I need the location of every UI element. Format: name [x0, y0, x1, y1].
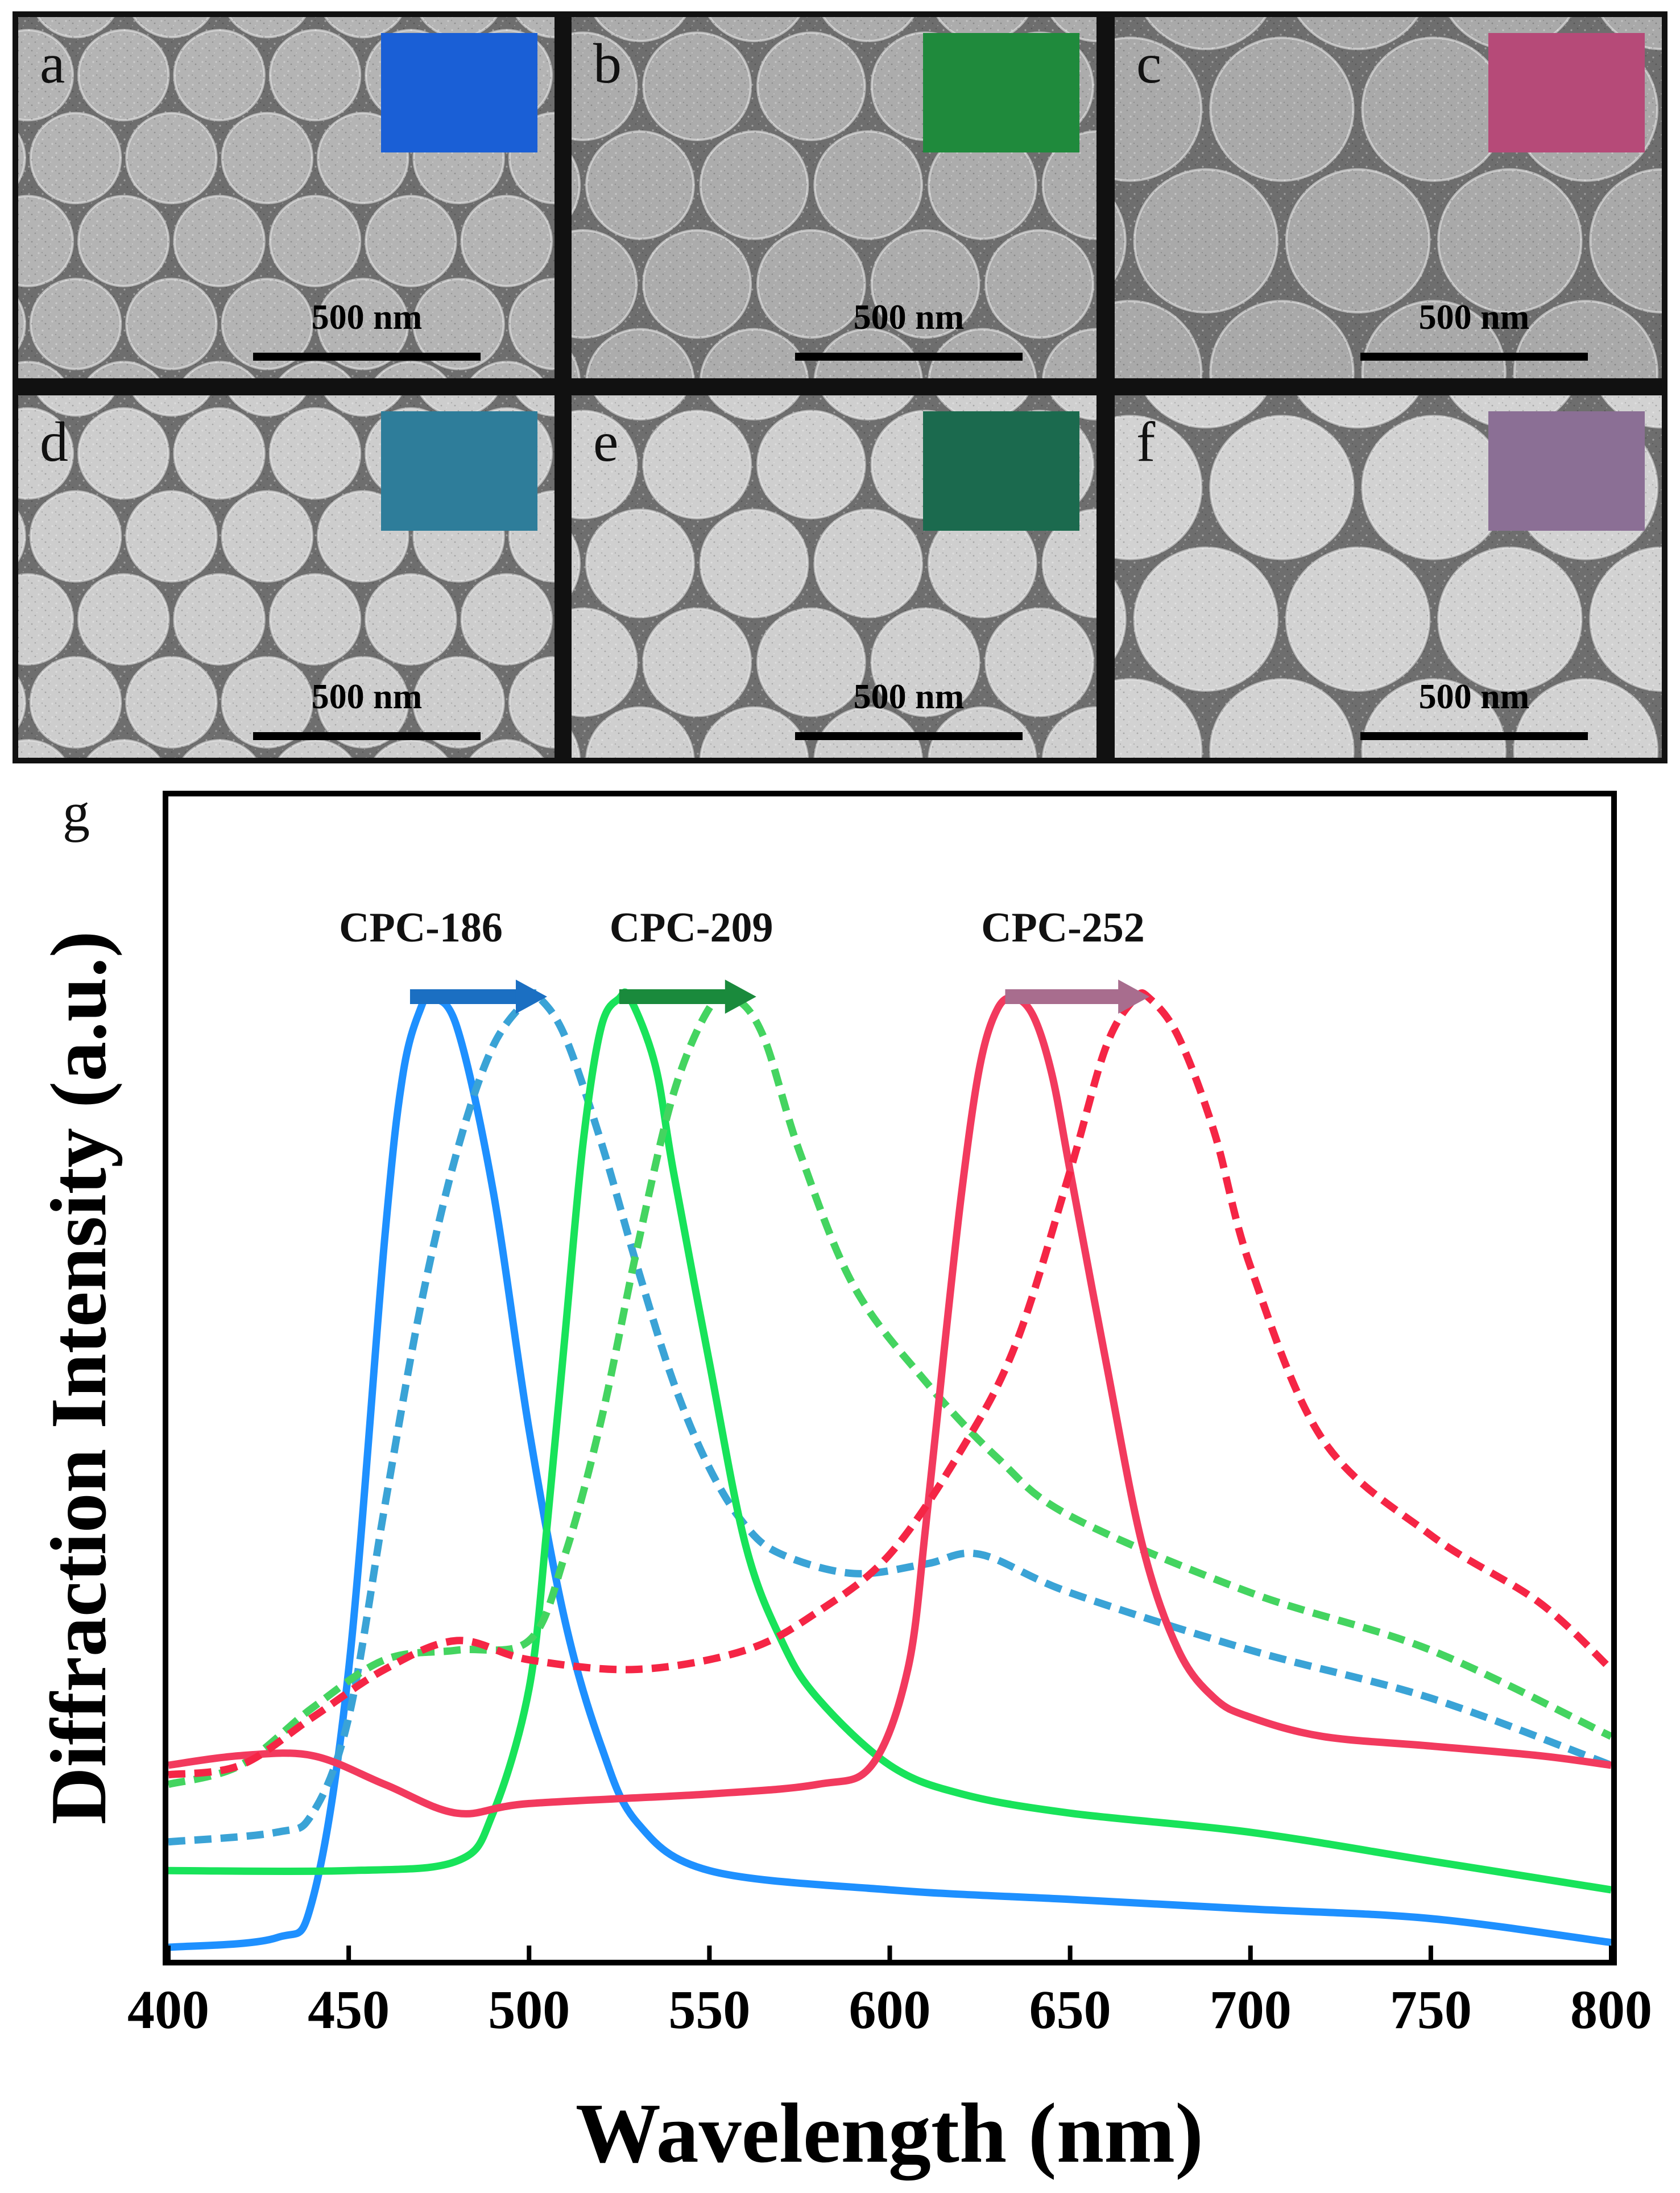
- x-tick-label: 450: [308, 1979, 390, 2040]
- scale-bar-label: 500 nm: [312, 298, 423, 337]
- scale-bar-label: 500 nm: [312, 678, 423, 716]
- sem-panels: a 500 nm b 500 nm c 500 nm d 500 nm e 500 nm f 500 …: [18, 17, 1662, 758]
- color-inset: [381, 33, 537, 152]
- series-line-cpc-186-solid: [168, 993, 1611, 1951]
- shift-arrow-shaft: [619, 989, 728, 1004]
- scale-bar-label: 500 nm: [854, 298, 965, 337]
- color-inset: [923, 411, 1079, 531]
- series-line-cpc-252-solid: [168, 994, 1611, 1818]
- series-annotation-label: CPC-186: [339, 905, 503, 951]
- series-annotation-label: CPC-209: [610, 905, 773, 951]
- shift-arrow-shaft: [409, 989, 519, 1004]
- sem-panel-c: c 500 nm: [1115, 17, 1662, 378]
- x-tick-label: 800: [1570, 1979, 1652, 2040]
- shift-arrow-head: [725, 980, 756, 1014]
- scale-bar-label: 500 nm: [1419, 298, 1530, 337]
- scale-bar: [253, 353, 481, 361]
- sem-panel-b: b 500 nm: [572, 17, 1096, 378]
- color-inset: [1488, 33, 1645, 152]
- scale-bar-label: 500 nm: [854, 678, 965, 716]
- x-tick-label: 700: [1210, 1979, 1292, 2040]
- series-line-cpc-252-dashed: [168, 989, 1611, 1779]
- spectrum-chart: CPC-186 CPC-209 CPC-252 400 450 500 550 600 650…: [35, 791, 1652, 2180]
- shift-arrow-head: [515, 980, 547, 1014]
- panel-letter: c: [1136, 32, 1161, 95]
- color-inset: [923, 33, 1079, 152]
- sem-panel-a: a 500 nm: [18, 17, 555, 378]
- color-inset: [381, 411, 537, 531]
- scale-bar: [795, 732, 1023, 740]
- panel-letter: f: [1136, 410, 1156, 473]
- annotation-layer: CPC-186 CPC-209 CPC-252: [339, 905, 1150, 1014]
- x-tick-label: 550: [668, 1979, 750, 2040]
- scale-bar: [795, 353, 1023, 361]
- y-axis-label: Diffraction Intensity (a.u.): [35, 931, 123, 1825]
- series-line-cpc-209-solid: [168, 988, 1611, 1894]
- series-line-cpc-186-dashed: [168, 989, 1611, 1846]
- panel-letter: e: [593, 410, 618, 473]
- x-tick-label: 750: [1390, 1979, 1472, 2040]
- x-axis: 400 450 500 550 600 650 700 750 800: [127, 1946, 1652, 2040]
- x-axis-label: Wavelength (nm): [576, 2086, 1203, 2180]
- color-inset: [1488, 411, 1645, 531]
- scale-bar: [1360, 732, 1588, 740]
- panel-letter: a: [40, 32, 65, 95]
- shift-arrow-head: [1118, 980, 1150, 1014]
- x-tick-label: 600: [849, 1979, 931, 2040]
- x-tick-label: 400: [127, 1979, 209, 2040]
- scale-bar: [1360, 353, 1588, 361]
- scale-bar: [253, 732, 481, 740]
- series-layer: [168, 988, 1611, 1951]
- sem-panel-e: e 500 nm: [572, 395, 1096, 758]
- panel-letter: b: [593, 32, 622, 95]
- panel-letter: d: [40, 410, 68, 473]
- scale-bar-label: 500 nm: [1419, 678, 1530, 716]
- sem-panel-f: f 500 nm: [1115, 395, 1662, 758]
- x-tick-label: 500: [488, 1979, 570, 2040]
- series-annotation-label: CPC-252: [981, 905, 1145, 951]
- sem-panel-d: d 500 nm: [18, 395, 555, 758]
- x-tick-label: 650: [1029, 1979, 1111, 2040]
- panel-letter-g: g: [63, 782, 90, 842]
- shift-arrow-shaft: [1005, 989, 1122, 1004]
